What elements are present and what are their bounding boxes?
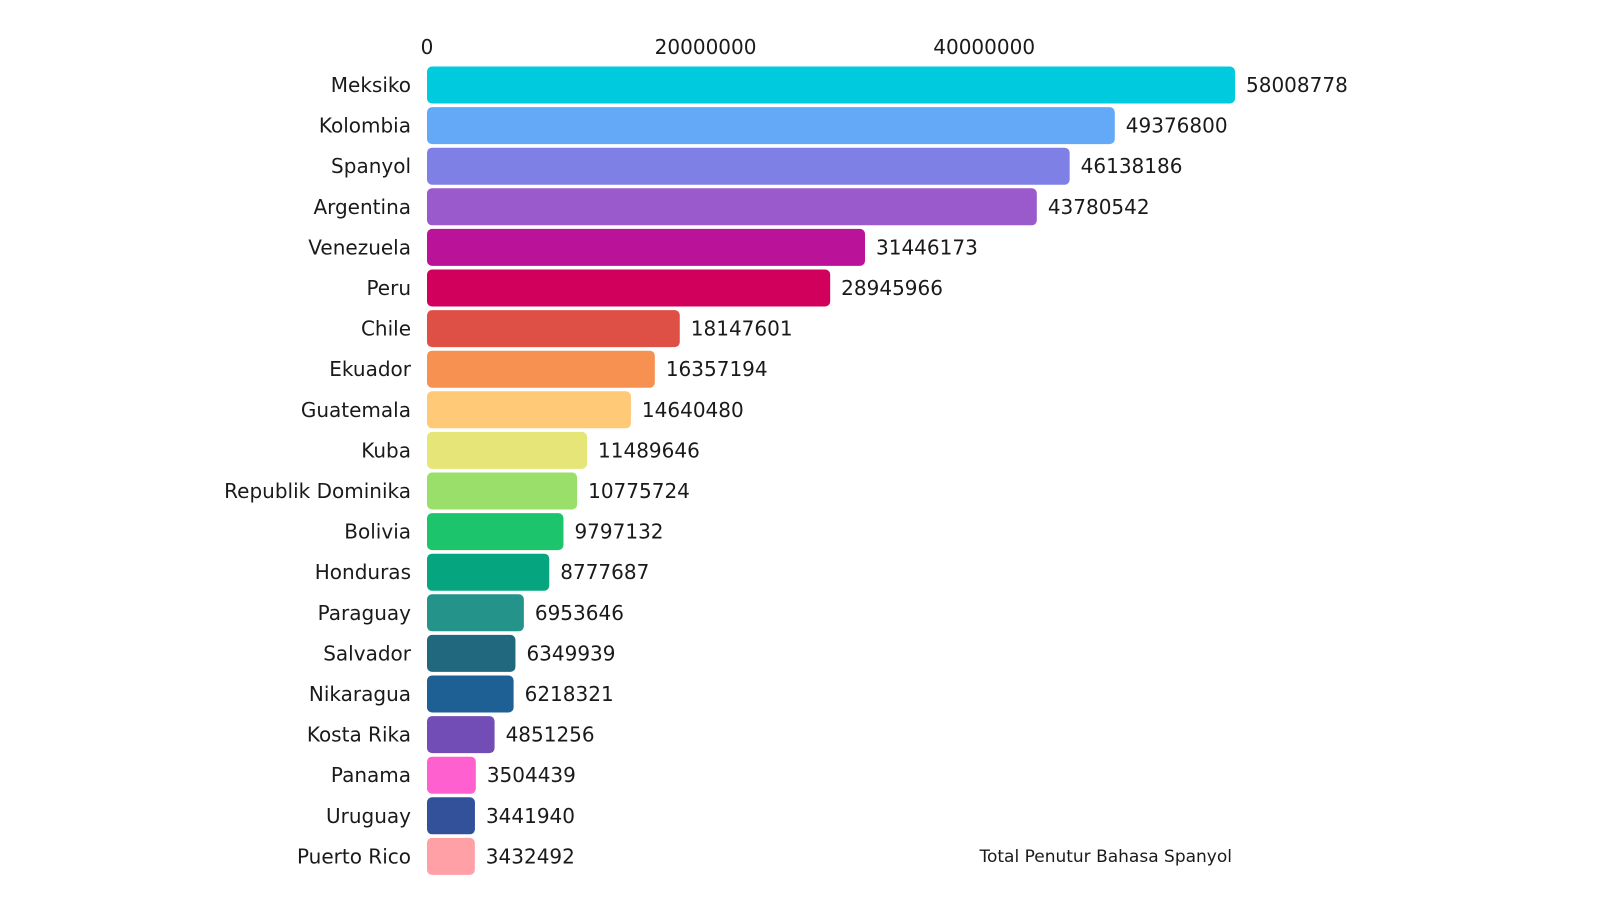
value-label: 10775724 (588, 479, 690, 503)
value-label: 4851256 (506, 723, 595, 747)
category-label: Uruguay (326, 804, 411, 828)
category-label: Guatemala (301, 398, 411, 422)
bar (427, 756, 476, 794)
category-label: Bolivia (344, 520, 411, 544)
value-label: 28945966 (841, 276, 943, 300)
bar (427, 513, 564, 551)
bar (427, 350, 655, 388)
bar (427, 391, 631, 429)
category-label: Venezuela (308, 235, 411, 259)
category-label: Argentina (313, 195, 411, 219)
category-label: Puerto Rico (297, 844, 411, 868)
value-label: 9797132 (574, 520, 663, 544)
category-label: Paraguay (318, 601, 412, 625)
value-label: 6218321 (525, 682, 614, 706)
category-label: Panama (331, 763, 411, 787)
bar (427, 594, 524, 632)
category-label: Kolombia (319, 114, 411, 138)
bar (427, 472, 578, 510)
value-label: 14640480 (642, 398, 744, 422)
bar (427, 716, 495, 754)
category-label: Honduras (315, 560, 411, 584)
value-labels: 58008778 49376800 46138186 43780542 31446173… (486, 73, 1348, 868)
bar (427, 269, 831, 307)
value-label: 31446173 (876, 235, 978, 259)
value-label: 8777687 (560, 560, 649, 584)
value-label: 11489646 (598, 438, 700, 462)
bar (427, 675, 514, 713)
bar (427, 147, 1070, 185)
x-tick-label: 40000000 (933, 35, 1035, 59)
x-tick-label: 20000000 (655, 35, 757, 59)
value-label: 18147601 (691, 317, 793, 341)
value-label: 3432492 (486, 844, 575, 868)
bar (427, 228, 866, 266)
category-label: Peru (366, 276, 411, 300)
category-label: Kuba (361, 438, 411, 462)
x-tick-label: 0 (421, 35, 434, 59)
value-label: 58008778 (1246, 73, 1348, 97)
category-label: Chile (361, 317, 411, 341)
bar (427, 837, 475, 875)
value-label: 43780542 (1048, 195, 1150, 219)
value-label: 46138186 (1081, 154, 1183, 178)
value-label: 6953646 (535, 601, 624, 625)
bar (427, 797, 475, 835)
value-label: 3441940 (486, 804, 575, 828)
bar (427, 553, 550, 591)
bar (427, 188, 1037, 226)
bar (427, 310, 680, 348)
bar (427, 66, 1235, 104)
x-axis-ticks: 0 20000000 40000000 (421, 35, 1035, 59)
category-label: Meksiko (331, 73, 411, 97)
bar (427, 634, 516, 672)
value-label: 3504439 (487, 763, 576, 787)
category-label: Republik Dominika (224, 479, 411, 503)
bars-group (427, 66, 1235, 875)
value-label: 16357194 (666, 357, 768, 381)
value-label: 6349939 (526, 641, 615, 665)
category-label: Salvador (323, 641, 412, 665)
category-label: Spanyol (331, 154, 411, 178)
bar (427, 431, 588, 469)
category-labels: Meksiko Kolombia Spanyol Argentina Venezuela… (224, 73, 412, 868)
category-label: Ekuador (329, 357, 411, 381)
bar (427, 107, 1115, 145)
chart-caption: Total Penutur Bahasa Spanyol (978, 847, 1232, 867)
category-label: Kosta Rika (307, 723, 411, 747)
category-label: Nikaragua (309, 682, 411, 706)
value-label: 49376800 (1126, 114, 1228, 138)
